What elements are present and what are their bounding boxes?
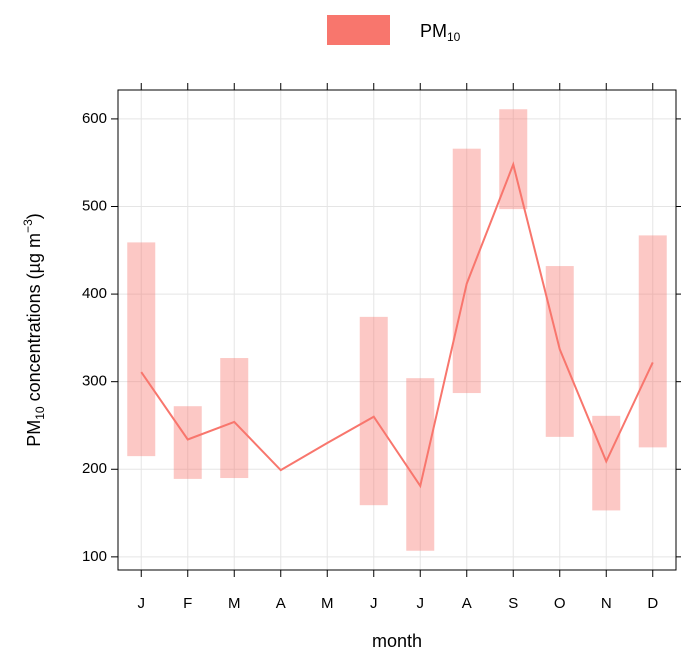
x-tick-label: M bbox=[321, 595, 334, 612]
y-tick-label: 200 bbox=[82, 460, 107, 477]
x-tick-label: J bbox=[138, 595, 146, 612]
x-tick-label: S bbox=[508, 595, 518, 612]
x-tick-label: F bbox=[183, 595, 192, 612]
range-bar bbox=[220, 358, 249, 479]
x-tick-label: J bbox=[370, 595, 378, 612]
y-tick-label: 400 bbox=[82, 285, 107, 302]
x-tick-label: M bbox=[228, 595, 241, 612]
legend-label: PM10 bbox=[420, 21, 461, 44]
y-tick-label: 100 bbox=[82, 548, 107, 565]
legend-swatch bbox=[327, 15, 390, 45]
x-tick-label: J bbox=[417, 595, 425, 612]
range-bar bbox=[638, 235, 667, 448]
x-tick-label: D bbox=[647, 595, 658, 612]
legend-label-sub: 10 bbox=[447, 30, 461, 44]
line bbox=[140, 161, 654, 489]
range-bar bbox=[452, 148, 481, 394]
y-label-part: ) bbox=[24, 213, 44, 219]
y-tick-label: 500 bbox=[82, 197, 107, 214]
legend: PM10 bbox=[327, 15, 461, 45]
y-tick-label: 300 bbox=[82, 373, 107, 390]
y-label-part: concentrations (µg m bbox=[24, 233, 44, 406]
range-bar bbox=[406, 378, 435, 551]
y-label-part: PM bbox=[24, 420, 44, 447]
x-tick-label: A bbox=[276, 595, 286, 612]
x-tick-label: O bbox=[554, 595, 566, 612]
range-bar bbox=[173, 406, 202, 479]
x-tick-label: A bbox=[462, 595, 472, 612]
y-tick-label: 600 bbox=[82, 110, 107, 127]
x-axis-label: month bbox=[372, 631, 422, 651]
legend-label-main: PM bbox=[420, 21, 447, 41]
y-label-sub: 10 bbox=[33, 406, 47, 420]
y-axis-label: PM10 concentrations (µg m−3) bbox=[21, 213, 47, 447]
range-bar bbox=[499, 109, 528, 210]
x-tick-label: N bbox=[601, 595, 612, 612]
plot-frame bbox=[117, 89, 677, 571]
y-label-sup: −3 bbox=[21, 219, 35, 233]
range-bar bbox=[359, 316, 388, 506]
range-bar bbox=[127, 242, 156, 457]
